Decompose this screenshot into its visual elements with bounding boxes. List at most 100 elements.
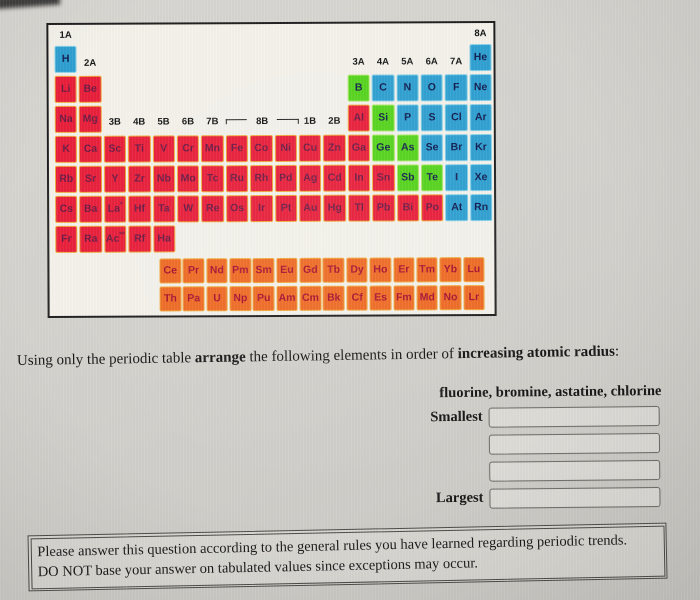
element-cell-n: N	[396, 74, 419, 101]
element-cell-ru: Ru	[225, 165, 249, 192]
element-cell-zr: Zr	[128, 165, 151, 193]
element-cell-ha: Ha	[152, 225, 176, 253]
element-cell-sr: Sr	[79, 165, 102, 193]
element-cell-pb: Pb	[372, 194, 395, 222]
group-label-3b: 3B	[108, 116, 121, 128]
element-cell-lr: Lr	[463, 285, 485, 311]
element-cell-cl: Cl	[445, 104, 468, 131]
group-8b-bracket	[225, 119, 248, 125]
group-label-4b: 4B	[133, 116, 146, 128]
element-cell-cf: Cf	[346, 285, 369, 311]
element-cell-te: Te	[420, 164, 444, 191]
group-label-2a: 2A	[84, 57, 97, 69]
group-label-6a: 6A	[425, 56, 438, 68]
element-cell-hf: Hf	[128, 195, 151, 223]
element-cell-sm: Sm	[252, 257, 275, 284]
element-cell-kr: Kr	[469, 134, 493, 161]
element-cell-pm: Pm	[229, 258, 252, 284]
group-label-1a: 1A	[59, 29, 72, 41]
element-cell-y: Y	[103, 165, 127, 193]
element-cell-tc: Tc	[201, 165, 224, 192]
group-label-5b: 5B	[157, 116, 170, 128]
element-cell-ne: Ne	[469, 74, 492, 101]
element-cell-po: Po	[421, 194, 444, 221]
answer-input-2[interactable]	[488, 433, 661, 455]
group-label-4a: 4A	[376, 56, 390, 68]
element-cell-ag: Ag	[298, 164, 322, 192]
element-cell-al: Al	[347, 104, 371, 132]
element-cell-ce: Ce	[159, 258, 182, 284]
element-cell-p: P	[396, 104, 419, 131]
element-cell-tl: Tl	[347, 194, 371, 222]
element-cell-lu: Lu	[462, 257, 485, 283]
element-cell-mg: Mg	[79, 105, 102, 133]
group-label-7a: 7A	[450, 56, 463, 68]
element-cell-cr: Cr	[176, 135, 200, 162]
element-cell-mo: Mo	[176, 165, 200, 192]
element-cell-ir: Ir	[250, 194, 273, 222]
periodic-table-image: H He Li Be B C N O F Ne Na Mg Al Si P S Cl Ar K Ca Sc Ti V Cr Mn…	[46, 21, 497, 318]
element-cell-fm: Fm	[393, 285, 415, 311]
element-cell-ba: Ba	[79, 195, 103, 223]
element-cell-v: V	[152, 135, 175, 163]
element-cell-os: Os	[225, 195, 249, 222]
element-cell-md: Md	[416, 285, 439, 311]
element-cell-np: Np	[229, 286, 252, 312]
element-cell-na: Na	[54, 105, 78, 133]
element-cell-ar: Ar	[469, 104, 493, 131]
element-cell-nd: Nd	[206, 258, 228, 284]
element-cell-k: K	[54, 135, 78, 163]
element-cell-rh: Rh	[250, 164, 273, 192]
element-cell-ni: Ni	[274, 134, 297, 162]
element-cell-ho: Ho	[369, 257, 392, 283]
element-cell-sc: Sc	[103, 135, 127, 163]
element-cell-pa: Pa	[182, 286, 205, 312]
element-cell-tm: Tm	[416, 257, 438, 283]
element-cell-as: As	[396, 134, 419, 161]
element-cell-hg: Hg	[323, 194, 347, 222]
answer-input-3[interactable]	[489, 460, 661, 482]
element-cell-ra: Ra	[79, 225, 103, 253]
element-cell-am: Am	[276, 285, 298, 311]
element-list: fluorine, bromine, astatine, chlorine	[439, 383, 662, 402]
element-cell-sn: Sn	[372, 164, 395, 192]
question-text: Using only the periodic table arrange th…	[16, 343, 620, 369]
element-cell-cm: Cm	[299, 285, 322, 311]
element-cell-ge: Ge	[372, 134, 395, 162]
element-cell-yb: Yb	[439, 257, 462, 283]
element-cell-es: Es	[369, 285, 392, 311]
element-cell-be: Be	[78, 75, 102, 103]
element-cell-u: U	[206, 286, 228, 312]
element-cell-cd: Cd	[323, 164, 346, 192]
answer-section: fluorine, bromine, astatine, chlorine Sm…	[0, 383, 700, 520]
group-label-6b: 6B	[181, 116, 195, 128]
element-cell-re: Re	[201, 195, 225, 222]
group-label-1b: 1B	[303, 115, 317, 127]
element-cell-s: S	[420, 104, 444, 131]
element-cell-in: In	[347, 164, 371, 192]
element-cell-tb: Tb	[322, 257, 345, 283]
element-cell-rb: Rb	[54, 165, 78, 193]
element-cell-sb: Sb	[396, 164, 420, 191]
group-label-7b: 7B	[206, 116, 219, 128]
element-cell-si: Si	[371, 104, 395, 132]
element-cell-pu: Pu	[252, 285, 275, 312]
element-cell-f: F	[444, 74, 468, 101]
element-cell-at: At	[445, 194, 469, 221]
element-cell-o: O	[420, 74, 444, 101]
element-cell-i: I	[445, 164, 468, 191]
element-cell-ti: Ti	[128, 135, 151, 163]
element-cell-ac: Ac **	[104, 225, 127, 253]
answer-input-largest[interactable]	[489, 487, 661, 509]
element-cell-h: H	[54, 45, 77, 73]
element-cell-zn: Zn	[323, 134, 346, 162]
element-cell-au: Au	[299, 194, 322, 222]
element-cell-ga: Ga	[347, 134, 371, 162]
element-cell-pd: Pd	[274, 164, 298, 192]
element-cell-rf: Rf	[128, 225, 151, 253]
element-cell-gd: Gd	[299, 257, 322, 283]
answer-input-smallest[interactable]	[488, 406, 660, 428]
element-cell-he: He	[469, 44, 492, 71]
element-cell-no: No	[439, 285, 462, 311]
element-cell-fe: Fe	[225, 135, 249, 162]
